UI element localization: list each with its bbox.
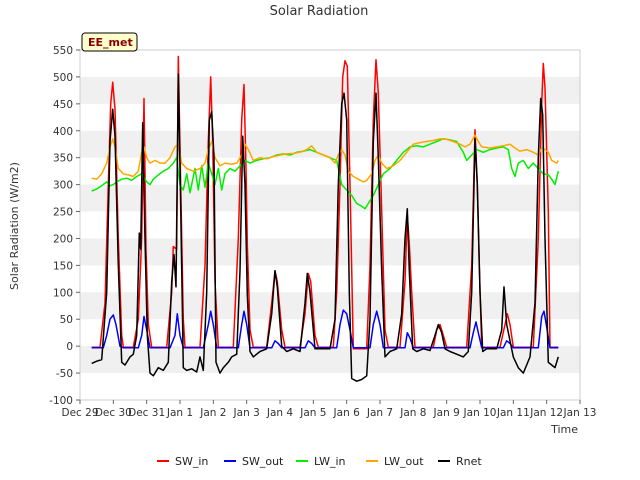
grid-bands [80,76,580,374]
series-line-lw-out [91,134,559,183]
x-tick-label: Jan 10 [463,407,497,419]
x-tick-label: Jan 11 [496,407,530,419]
site-badge-label: EE_met [88,36,133,49]
y-axis-title: Solar Radiation (W/m2) [8,162,21,290]
y-tick-label: 100 [53,287,73,299]
x-tick-label: Jan 12 [529,407,563,419]
legend-label: SW_in [175,455,208,468]
grid-band [80,76,580,104]
x-tick-label: Jan 3 [233,407,260,419]
grid-band [80,238,580,266]
x-tick-label: Jan 2 [199,407,226,419]
legend: SW_in SW_out LW_in LW_out Rnet [157,455,482,468]
y-tick-label: 150 [53,260,73,272]
y-tick-label: 250 [53,207,73,219]
x-tick-label: Jan 13 [563,407,597,419]
y-tick-label: 400 [53,126,73,138]
y-tick-label: 50 [60,314,73,326]
y-tick-label: 300 [53,180,73,192]
x-tick-label: Jan 5 [299,407,326,419]
series-line-sw-out [91,309,559,349]
grid-band [80,130,580,158]
x-axis-title: Time [550,423,578,436]
x-tick-label: Jan 7 [366,407,393,419]
y-tick-label: -50 [56,368,73,380]
x-tick-label: Dec 30 [95,407,132,419]
x-tick-label: Jan 6 [333,407,361,419]
y-tick-label: 550 [53,45,73,57]
legend-label: LW_out [384,455,424,468]
x-tick-label: Jan 8 [399,407,426,419]
grid-band [80,184,580,212]
y-tick-label: -100 [49,395,73,407]
grid-band [80,292,580,320]
y-tick-label: 350 [53,153,73,165]
x-tick-label: Jan 9 [433,407,460,419]
legend-label: Rnet [456,455,482,468]
series-lines [91,55,560,382]
x-tick-label: Jan 4 [266,407,294,419]
legend-label: SW_out [242,455,284,468]
x-tick-label: Dec 29 [61,407,98,419]
y-tick-label: 450 [53,99,73,111]
grid-band [80,346,580,374]
chart-title: Solar Radiation [270,4,369,19]
x-tick-label: Jan 1 [166,407,193,419]
y-tick-label: 200 [53,233,73,245]
y-tick-label: 0 [66,341,73,353]
site-badge: EE_met [81,32,138,52]
plot-frame [79,49,581,401]
x-tick-label: Dec 31 [128,407,165,419]
legend-label: LW_in [314,455,346,468]
y-tick-label: 500 [53,72,73,84]
y-axis-ticks: -100 -50 0 50 100 150 200 250 300 350 400 450 500 550 [49,45,80,407]
series-line-rnet [91,73,560,382]
